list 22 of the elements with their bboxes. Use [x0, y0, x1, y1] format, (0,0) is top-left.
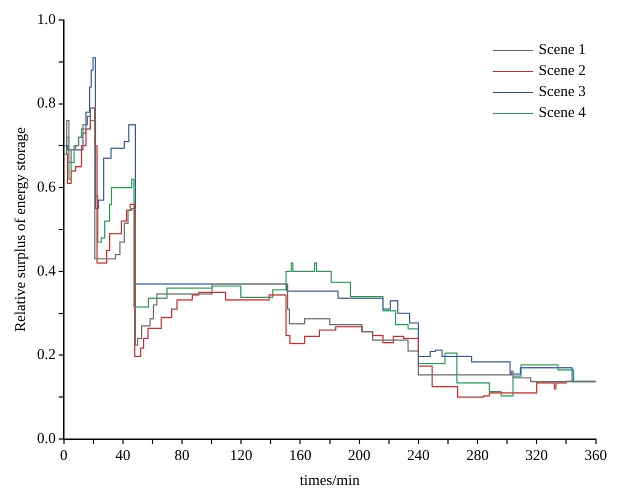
legend-label: Scene 1	[538, 42, 586, 59]
y-tick-label: 1.0	[37, 12, 56, 28]
y-tick-label: 0.4	[37, 263, 56, 280]
x-tick-label: 280	[466, 448, 489, 464]
x-tick-label: 80	[174, 448, 190, 464]
legend-label: Scene 2	[538, 63, 586, 80]
x-tick-label: 240	[407, 448, 430, 464]
x-axis-title: times/min	[300, 472, 360, 489]
x-tick-label: 200	[348, 448, 371, 464]
x-tick-label: 0	[60, 448, 68, 464]
x-tick-label: 160	[288, 448, 312, 464]
y-tick-label: 0.6	[37, 180, 56, 196]
y-axis-title: Relative surplus of energy storage	[12, 126, 29, 332]
legend-label: Scene 4	[538, 105, 586, 122]
legend-label: Scene 3	[538, 84, 586, 101]
x-tick-label: 40	[115, 448, 130, 464]
y-tick-label: 0.2	[37, 347, 56, 364]
y-tick-label: 0.0	[37, 430, 56, 447]
x-tick-label: 320	[525, 448, 548, 464]
x-tick-label: 120	[230, 448, 252, 464]
x-tick-label: 360	[584, 448, 607, 464]
y-tick-label: 0.8	[37, 96, 56, 112]
